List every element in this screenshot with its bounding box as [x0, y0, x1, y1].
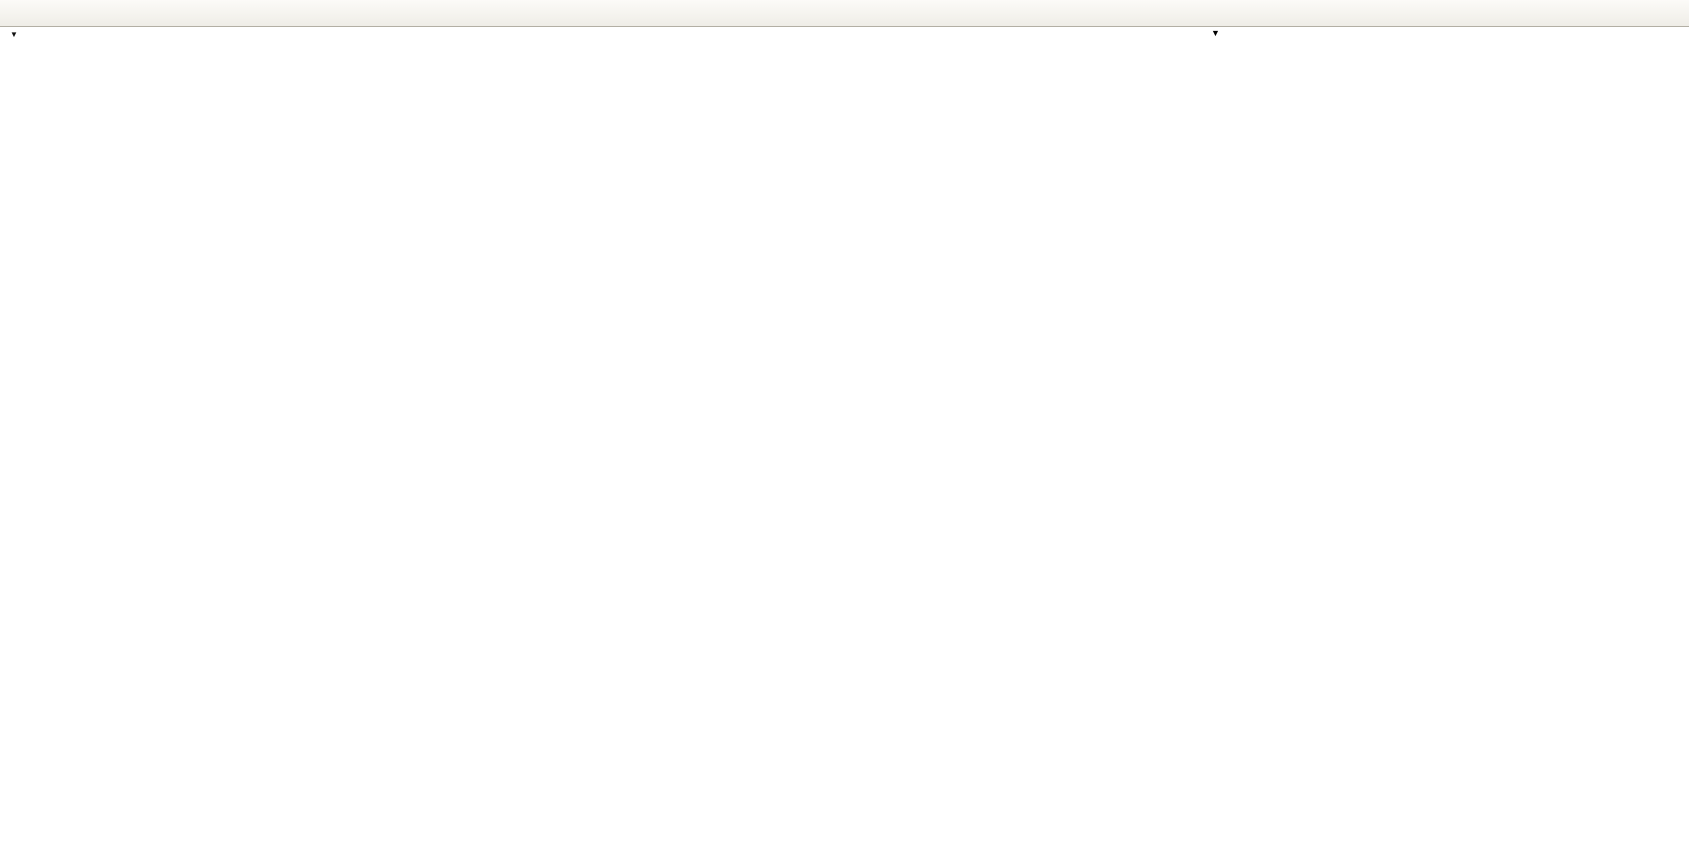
symbol-dropdown-icon[interactable]: ▼: [10, 30, 18, 39]
macd-indicator-label: [6, 615, 18, 627]
chart-dropdown-icon[interactable]: ▼: [1211, 28, 1220, 38]
toolbar: [0, 0, 1689, 27]
rsi-indicator-label: [6, 736, 18, 748]
chart-title: ▼: [10, 30, 36, 39]
